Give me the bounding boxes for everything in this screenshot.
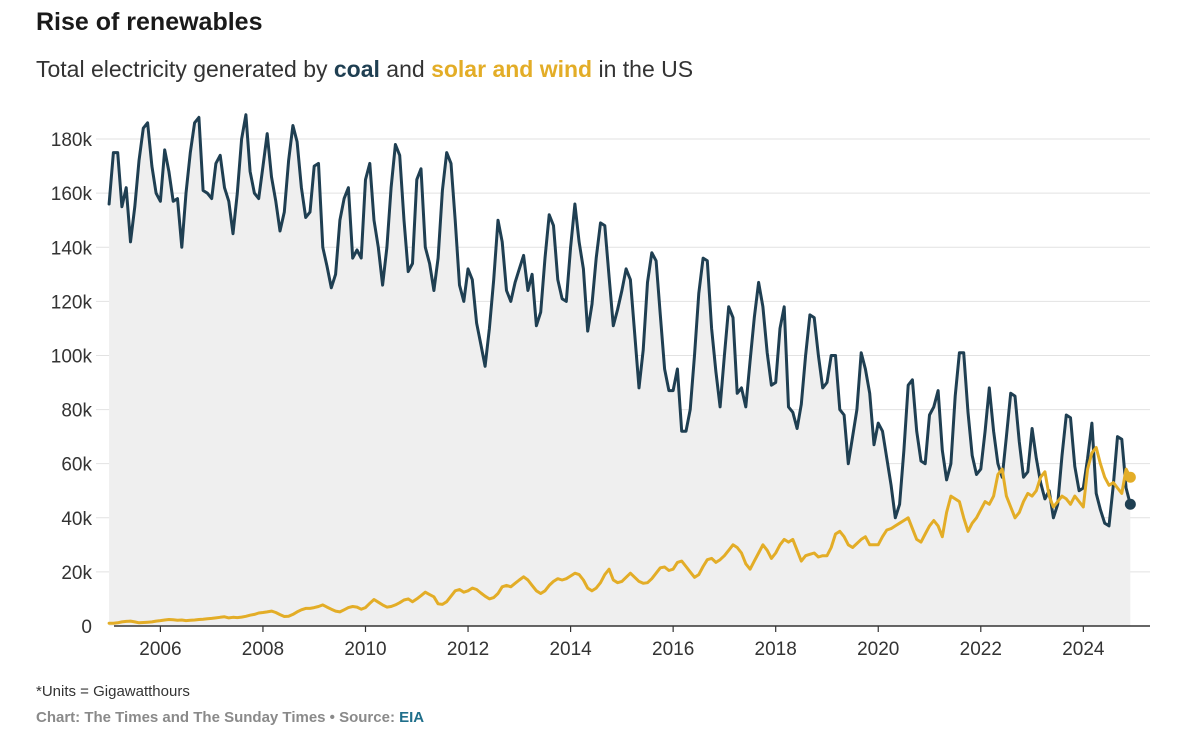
endpoint-markers: [1124, 471, 1136, 510]
y-tick-label: 140k: [51, 238, 93, 259]
x-tick-label: 2020: [857, 639, 899, 660]
x-axis-tick-labels: 2006 2008 2010 2012 2014 2016 2018 2020 2022 2024: [139, 639, 1105, 660]
x-tick-label: 2008: [242, 639, 284, 660]
subtitle-solar-wind-highlight: solar and wind: [431, 56, 593, 82]
subtitle-suffix: in the US: [592, 56, 694, 82]
x-tick-label: 2010: [344, 639, 386, 660]
y-tick-label: 80k: [61, 401, 92, 422]
solar-and-wind-line: [107, 446, 1132, 625]
series-lines: [107, 113, 1132, 625]
y-tick-label: 60k: [61, 455, 92, 476]
credit-text: Chart: The Times and The Sunday Times • …: [36, 709, 400, 726]
y-tick-label: 100k: [51, 346, 93, 367]
y-tick-label: 40k: [61, 509, 92, 530]
x-tick-label: 2024: [1062, 639, 1105, 660]
subtitle-prefix: Total electricity generated by: [36, 56, 334, 82]
x-tick-label: 2018: [755, 639, 797, 660]
y-tick-label: 120k: [51, 292, 93, 313]
coal-end-point: [1124, 498, 1136, 510]
y-tick-label: 160k: [51, 184, 93, 205]
x-tick-label: 2016: [652, 639, 694, 660]
x-tick-label: 2022: [960, 639, 1002, 660]
units-note: *Units = Gigawatthours: [36, 683, 190, 700]
solar-and-wind-end-point: [1124, 471, 1136, 483]
subtitle-coal-highlight: coal: [333, 56, 380, 82]
chart-title: Rise of renewables: [36, 8, 263, 36]
x-tick-label: 2014: [549, 639, 592, 660]
coal-line: [107, 113, 1132, 528]
credit-line: Chart: The Times and The Sunday Times • …: [36, 709, 424, 726]
x-tick-label: 2012: [447, 639, 489, 660]
y-tick-label: 180k: [51, 130, 93, 151]
coal-area-fill: [109, 114, 1131, 626]
x-axis: [114, 625, 1150, 632]
y-tick-label: 20k: [61, 563, 92, 584]
coal-area: [109, 114, 1131, 626]
source-link[interactable]: EIA: [399, 709, 425, 726]
y-tick-label: 0: [81, 617, 92, 638]
y-axis-tick-labels: 0 20k 40k 60k 80k 100k 120k 140k 160k 180k: [51, 130, 93, 638]
subtitle-mid: and: [379, 56, 432, 82]
chart-subtitle: Total electricity generated by coal and …: [36, 56, 693, 83]
x-tick-label: 2006: [139, 639, 181, 660]
